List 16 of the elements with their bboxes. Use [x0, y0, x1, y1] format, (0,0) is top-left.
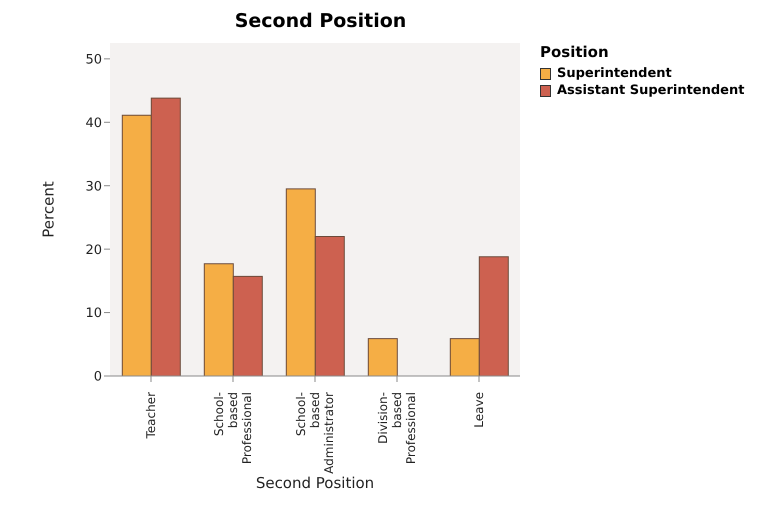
bar	[368, 338, 398, 376]
x-axis-title: Second Position	[256, 474, 374, 492]
x-tick-label: School-based Professional	[212, 392, 254, 464]
legend-label: Superintendent	[556, 65, 673, 82]
legend-title: Position	[540, 43, 610, 61]
y-axis-title: Percent	[39, 181, 58, 238]
x-tick-label: Leave	[472, 392, 486, 428]
y-tick-label: 30	[85, 179, 102, 194]
y-tick-label: 50	[85, 52, 102, 68]
y-tick-label: 40	[85, 116, 102, 131]
y-tick-label: 0	[94, 370, 102, 385]
y-tick-label: 20	[85, 242, 102, 258]
x-tick-label: Teacher	[144, 392, 158, 440]
legend-label: Assistant Superintendent	[556, 82, 746, 99]
y-tick-label: 10	[85, 306, 102, 322]
chart-title: Second Position	[234, 10, 408, 32]
